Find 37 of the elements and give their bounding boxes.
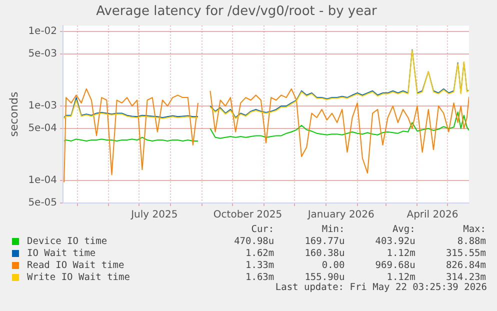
text: 470.98u xyxy=(233,236,276,248)
text: 826.84m xyxy=(444,260,487,272)
legend-label: Write IO Wait time xyxy=(26,272,131,284)
text: Min: xyxy=(320,224,346,236)
chart-title: Average latency for /dev/vg0/root - by year xyxy=(96,4,378,20)
text: 314.23m xyxy=(444,272,487,283)
y-tick-label: 1e-02 xyxy=(28,26,58,38)
text: 1.62m xyxy=(244,248,276,260)
x-tick-label: April 2026 xyxy=(406,210,458,221)
text: Cur: xyxy=(250,224,276,236)
text: 1.12m xyxy=(386,248,416,260)
text: 969.68u xyxy=(374,260,416,272)
y-tick-label: 5e-05 xyxy=(28,198,58,209)
legend-label: Device IO time xyxy=(26,236,108,248)
text: 1.63m xyxy=(244,272,276,284)
y-tick-label: 1e-03 xyxy=(28,100,58,112)
text: Max: xyxy=(462,224,487,236)
text: 8.88m xyxy=(456,236,487,248)
text: 169.77u xyxy=(304,236,346,248)
legend-label: Read IO Wait time xyxy=(26,260,126,272)
x-tick-label: January 2026 xyxy=(306,210,374,221)
text: 155.90u xyxy=(304,272,346,283)
y-axis-title: seconds xyxy=(7,92,20,137)
y-tick-label: 5e-03 xyxy=(28,48,58,60)
text: 1.12m xyxy=(386,272,416,283)
text: 403.92u xyxy=(374,236,416,248)
x-tick-label: July 2025 xyxy=(130,210,178,221)
text: Last update: Fri May 22 03:25:39 2026 xyxy=(275,282,487,293)
y-tick-label: 5e-04 xyxy=(28,123,58,134)
text: 1.33m xyxy=(244,260,276,272)
text: 160.38u xyxy=(304,248,346,260)
y-tick-label: 1e-04 xyxy=(28,175,58,186)
text: 0.00 xyxy=(320,260,346,272)
text: 315.55m xyxy=(444,248,487,260)
x-tick-label: October 2025 xyxy=(213,210,282,221)
legend-label: IO Wait time xyxy=(26,248,97,260)
text: Avg: xyxy=(391,224,416,236)
